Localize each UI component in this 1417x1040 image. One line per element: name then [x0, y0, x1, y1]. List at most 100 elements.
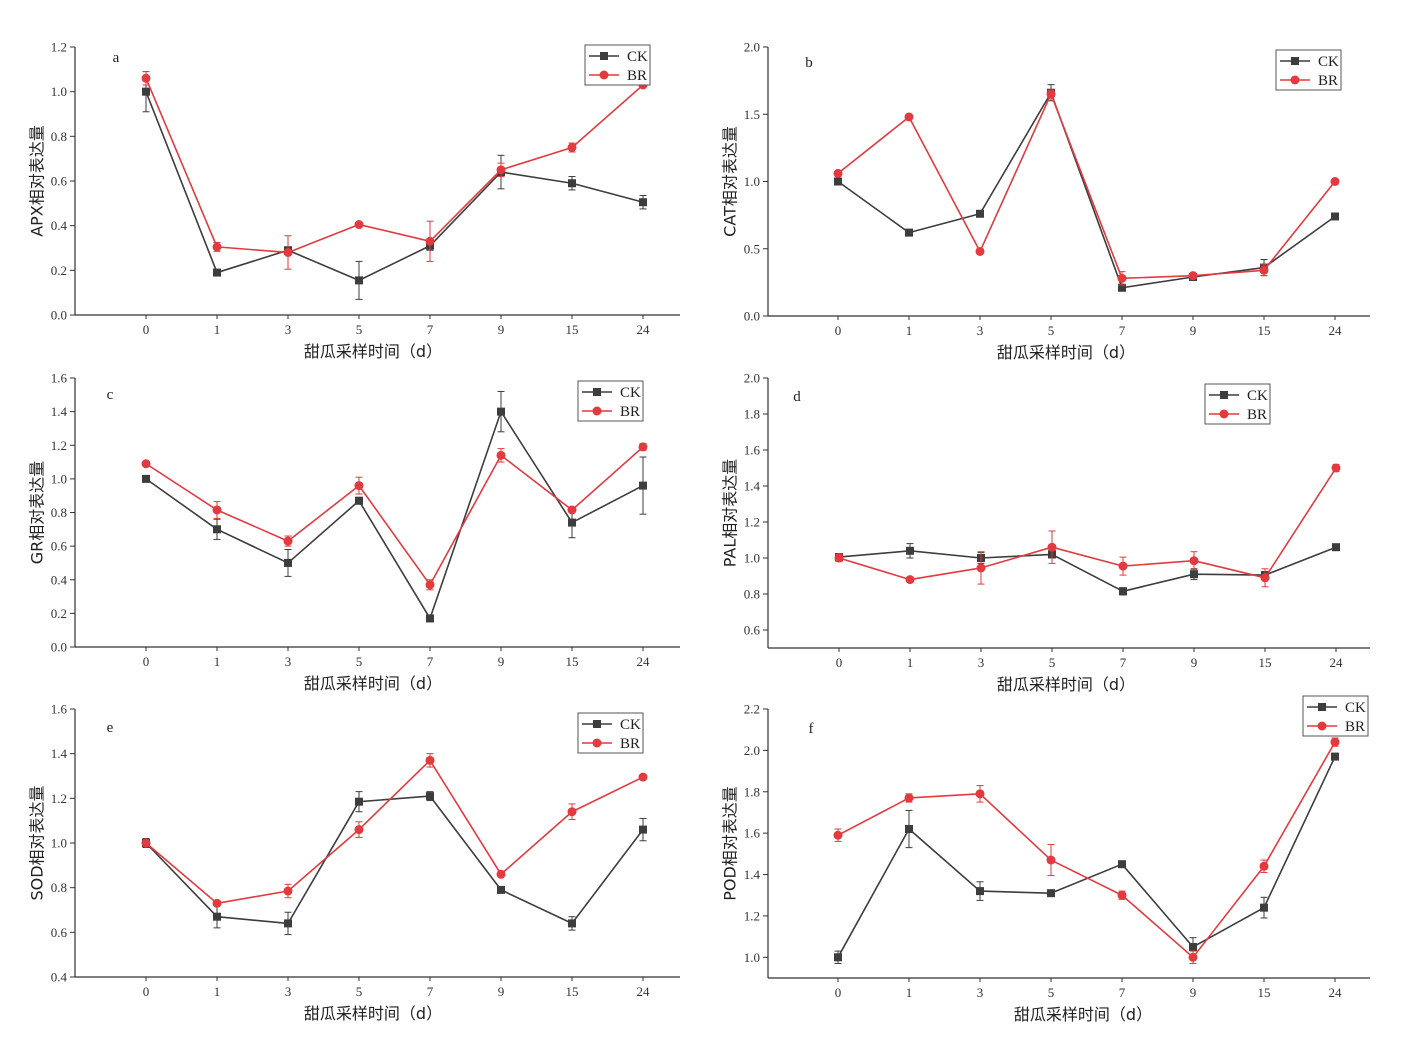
panel-f: 1.0 1.2 1.4 1.6 1.8 2.0 2.2 0 1 3 5 7 9 15 24 POD相对表达量甜…	[721, 695, 1370, 1024]
x-tick-label: 3	[978, 655, 985, 670]
x-tick-label: 3	[977, 985, 984, 1000]
x-tick-label: 9	[1190, 323, 1197, 338]
x-tick-label: 0	[143, 984, 150, 999]
ck-point	[834, 953, 842, 962]
y-tick-label: 0.8	[51, 129, 67, 144]
br-point	[976, 563, 986, 573]
legend-label-br: BR	[1345, 719, 1365, 735]
x-tick-label: 1	[214, 322, 221, 337]
legend-marker-ck	[1220, 391, 1228, 399]
x-tick-label: 15	[566, 322, 579, 337]
x-tick-label: 1	[214, 984, 221, 999]
y-tick-label: 0.6	[51, 925, 68, 940]
x-tick-label: 5	[1048, 985, 1055, 1000]
legend-label-ck: CK	[620, 385, 641, 401]
panel-letter: b	[805, 55, 813, 71]
x-tick-label: 9	[498, 654, 505, 669]
y-tick-label: 1.0	[51, 836, 67, 851]
br-point	[141, 459, 151, 469]
br-point	[904, 112, 914, 122]
y-tick-label: 1.2	[744, 515, 760, 530]
x-tick-label: 9	[1190, 985, 1197, 1000]
br-point	[1331, 463, 1341, 473]
ck-point	[142, 87, 150, 96]
ck-point	[1047, 889, 1055, 898]
y-tick-label: 0.4	[51, 572, 68, 587]
legend-marker-br	[599, 70, 609, 80]
x-tick-label: 15	[1258, 323, 1271, 338]
x-tick-label: 7	[1119, 323, 1126, 338]
br-line	[145, 77, 644, 254]
x-tick-label: 5	[356, 322, 363, 337]
legend-label-ck: CK	[620, 717, 641, 733]
panel-letter: f	[809, 721, 814, 737]
x-tick-label: 5	[1049, 655, 1056, 670]
br-line	[837, 741, 1336, 959]
ck-point	[1118, 283, 1126, 292]
y-tick-label: 0.0	[744, 309, 760, 324]
panel-letter: d	[793, 389, 801, 405]
br-point	[904, 793, 914, 803]
y-tick-label: 1.6	[51, 702, 68, 717]
x-tick-label: 24	[637, 654, 651, 669]
br-point	[425, 755, 435, 765]
br-point	[354, 825, 364, 835]
y-tick-label: 0.6	[51, 539, 68, 554]
panel-d: 0.6 0.8 1.0 1.2 1.4 1.6 1.8 2.0 0 1 3 5 7 9 15 24 PAL相对表…	[721, 371, 1370, 694]
br-point	[1046, 89, 1056, 99]
legend-box	[577, 380, 644, 422]
ck-point	[355, 276, 363, 285]
y-tick-label: 2.0	[744, 371, 760, 386]
y-tick-label: 0.8	[744, 587, 760, 602]
ck-point	[142, 474, 150, 483]
x-tick-label: 3	[285, 654, 292, 669]
legend-box	[1302, 695, 1369, 737]
y-tick-label: 0.0	[51, 308, 67, 323]
y-tick-label: 2.0	[744, 743, 760, 758]
legend-label-br: BR	[1318, 73, 1338, 89]
x-tick-label: 7	[427, 654, 434, 669]
x-tick-label: 1	[214, 654, 221, 669]
legend-marker-ck	[1318, 703, 1326, 711]
x-tick-label: 3	[285, 984, 292, 999]
br-point	[567, 807, 577, 817]
y-axis-title: PAL相对表达量	[721, 459, 740, 568]
x-tick-label: 7	[427, 322, 434, 337]
ck-point	[284, 558, 292, 567]
y-tick-label: 1.0	[744, 174, 760, 189]
legend-label-ck: CK	[1345, 700, 1366, 716]
ck-point	[1190, 570, 1198, 579]
ck-point	[639, 198, 647, 207]
y-axis-title: APX相对表达量	[28, 125, 47, 237]
y-tick-label: 1.6	[51, 371, 68, 386]
x-tick-label: 0	[836, 655, 843, 670]
legend-marker-ck	[1291, 57, 1299, 65]
br-point	[425, 580, 435, 590]
br-point	[833, 168, 843, 178]
x-tick-label: 0	[143, 322, 150, 337]
legend: CK BR	[1302, 695, 1369, 737]
legend: CK BR	[577, 380, 644, 422]
legend: CK BR	[577, 712, 644, 754]
br-point	[212, 242, 222, 252]
legend: CK BR	[1204, 383, 1271, 425]
y-tick-label: 0.8	[51, 505, 67, 520]
y-tick-label: 1.2	[51, 438, 67, 453]
legend-marker-br	[1219, 409, 1229, 419]
y-tick-label: 1.4	[744, 479, 761, 494]
legend-marker-br	[1317, 721, 1327, 731]
br-point	[1330, 737, 1340, 747]
br-point	[283, 536, 293, 546]
br-point	[1046, 855, 1056, 865]
ck-line	[145, 795, 644, 925]
y-tick-label: 1.4	[51, 746, 68, 761]
y-tick-label: 1.4	[744, 867, 761, 882]
y-tick-label: 1.6	[744, 443, 761, 458]
y-tick-label: 1.0	[744, 551, 760, 566]
ck-point	[497, 407, 505, 416]
ck-line	[145, 91, 644, 282]
y-axis-title: POD相对表达量	[721, 786, 740, 901]
ck-point	[639, 825, 647, 834]
br-point	[1188, 952, 1198, 962]
